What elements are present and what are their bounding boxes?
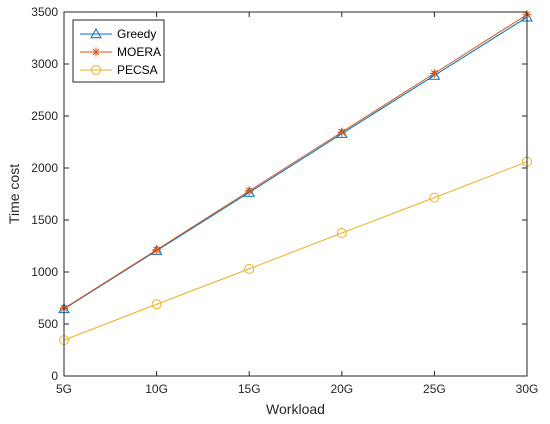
y-tick-label: 1500: [31, 213, 58, 227]
x-tick-label: 30G: [516, 382, 539, 396]
y-tick-label: 500: [38, 317, 58, 331]
x-tick-label: 15G: [238, 382, 261, 396]
x-tick-label: 5G: [56, 382, 72, 396]
legend-box: [72, 19, 165, 83]
data-point-pecsa: [151, 299, 162, 310]
data-point-greedy: [335, 127, 348, 138]
series-line-moera: [63, 14, 528, 309]
axes-layer: [63, 11, 528, 377]
x-axis-title: Workload: [266, 401, 325, 417]
series-line-greedy: [63, 16, 528, 310]
legend-marker-moera: [91, 47, 101, 57]
legend-label-greedy: Greedy: [117, 27, 156, 41]
legend-marker-greedy: [90, 27, 102, 39]
y-tick-label: 3500: [31, 5, 58, 19]
data-point-moera: [429, 68, 439, 78]
legend-label-pecsa: PECSA: [117, 63, 158, 77]
legend: Greedy MOERA PECSA: [72, 19, 165, 83]
ticks-layer: 0 500 1000 1500 2000 2500 3000 3500 5G 10G 15G 20G 2…: [31, 5, 538, 396]
legend-label-moera: MOERA: [117, 45, 161, 59]
y-tick-label: 0: [51, 369, 58, 383]
data-point-pecsa: [336, 228, 347, 238]
x-tick-label: 20G: [330, 382, 353, 396]
x-tick-label: 10G: [145, 382, 168, 396]
data-point-pecsa: [429, 192, 440, 203]
legend-marker-pecsa: [91, 65, 101, 75]
data-point-moera: [244, 186, 254, 196]
series-line-pecsa: [63, 161, 528, 341]
y-tick-label: 3000: [31, 57, 58, 71]
data-point-greedy: [243, 186, 256, 197]
data-point-moera: [152, 245, 162, 255]
y-tick-label: 2000: [31, 161, 58, 175]
x-tick-label: 25G: [423, 382, 446, 396]
data-point-pecsa: [244, 263, 255, 274]
y-axis-title: Time cost: [6, 164, 22, 224]
data-point-moera: [337, 127, 347, 137]
y-tick-label: 1000: [31, 265, 58, 279]
plot-frame: [63, 11, 528, 377]
y-tick-label: 2500: [31, 109, 58, 123]
